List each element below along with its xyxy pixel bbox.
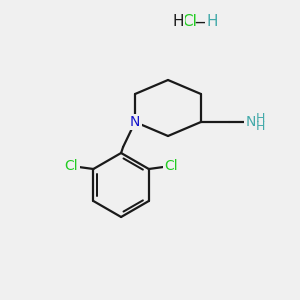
- Text: Cl: Cl: [164, 159, 178, 173]
- Text: Cl: Cl: [64, 159, 78, 173]
- Text: H: H: [256, 112, 266, 125]
- Text: —: —: [195, 13, 211, 31]
- Text: H: H: [256, 121, 266, 134]
- Text: H: H: [172, 14, 184, 29]
- Text: Cl: Cl: [183, 14, 197, 29]
- Text: H: H: [206, 14, 218, 29]
- Text: N: N: [246, 115, 256, 129]
- Text: N: N: [130, 115, 140, 129]
